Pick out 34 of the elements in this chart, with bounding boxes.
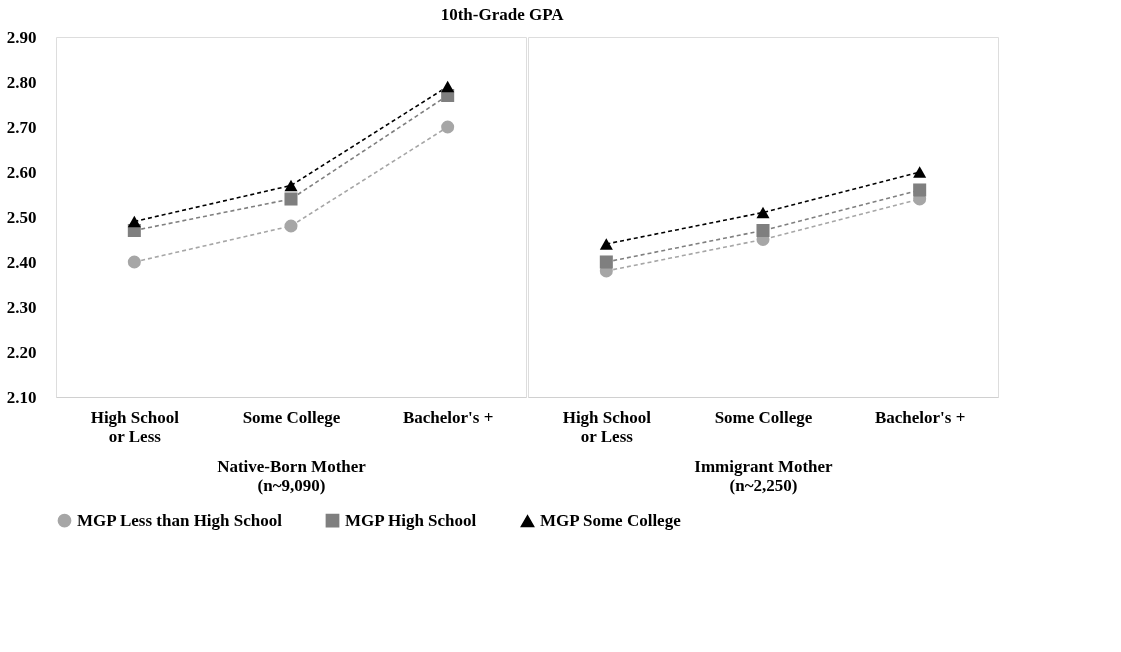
y-tick-label: 2.80	[6, 72, 37, 92]
point	[441, 120, 455, 134]
point	[599, 255, 613, 269]
y-tick-label: 2.40	[6, 252, 37, 272]
y-tick-label: 2.70	[6, 117, 37, 137]
legend-label: MGP High School	[345, 510, 477, 530]
chart-title: 10th-Grade GPA	[440, 4, 565, 24]
point	[284, 192, 298, 206]
y-tick-label: 2.30	[6, 297, 37, 317]
x-axis-title: Immigrant Mother (n~2,250)	[694, 456, 834, 495]
point	[756, 206, 770, 219]
y-tick-label: 2.10	[6, 387, 37, 407]
x-tick-label: High School or Less	[90, 407, 180, 446]
legend-label: MGP Less than High School	[77, 510, 283, 530]
x-tick-label: Some College	[714, 407, 813, 427]
point	[913, 166, 927, 178]
x-tick-label: Bachelor's +	[402, 407, 494, 427]
x-tick-label: Bachelor's +	[874, 407, 966, 427]
point	[441, 80, 455, 93]
point	[284, 219, 298, 233]
x-tick-label: Some College	[242, 407, 341, 427]
y-tick-label: 2.90	[6, 27, 37, 47]
point	[127, 215, 141, 228]
point	[599, 238, 613, 250]
point	[284, 179, 298, 192]
point	[127, 255, 141, 269]
y-tick-label: 2.60	[6, 162, 37, 182]
x-axis-title: Native-Born Mother (n~9,090)	[217, 456, 367, 495]
legend-label: MGP Some College	[540, 511, 682, 531]
point	[913, 183, 927, 197]
x-tick-label: High School or Less	[562, 407, 652, 446]
point	[756, 223, 770, 238]
y-tick-label: 2.20	[6, 342, 37, 362]
y-tick-label: 2.50	[6, 207, 37, 227]
